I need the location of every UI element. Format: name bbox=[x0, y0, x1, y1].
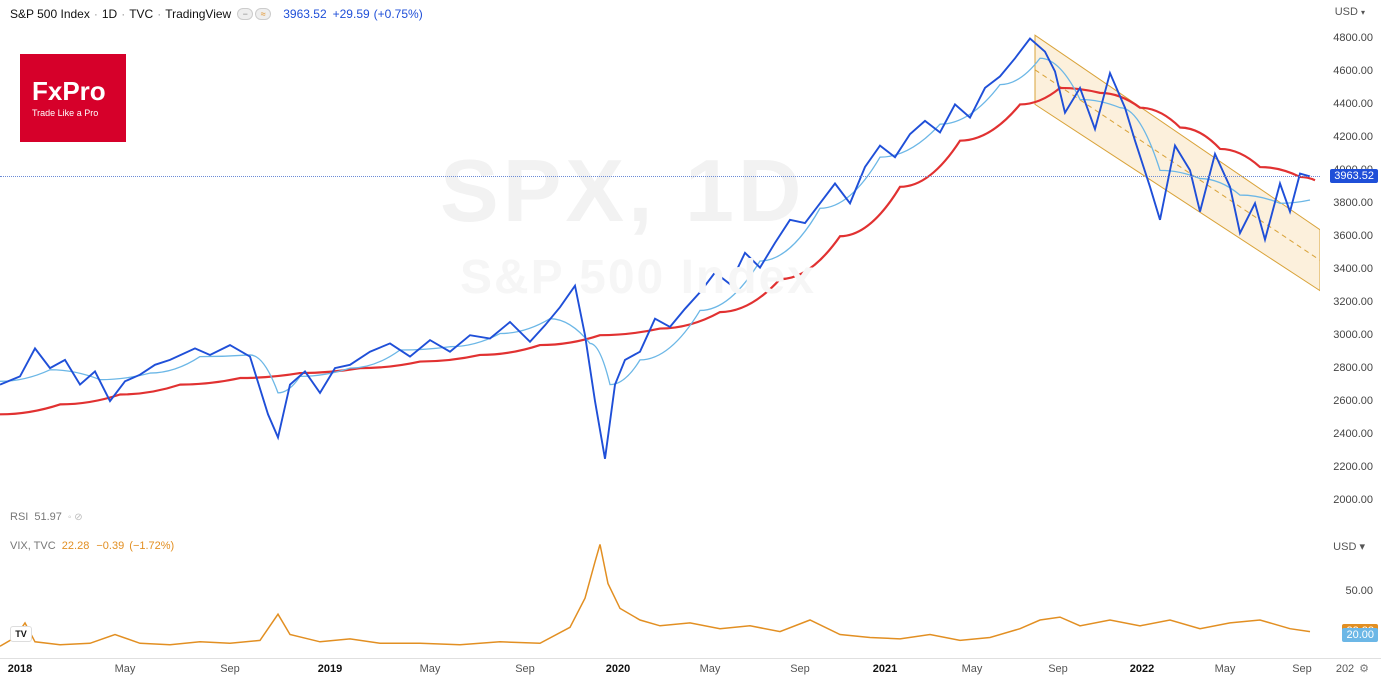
x-tick: 2019 bbox=[318, 663, 342, 675]
vix-ref-tag: 20.00 bbox=[1342, 628, 1378, 642]
current-price-line bbox=[0, 176, 1320, 177]
interval[interactable]: 1D bbox=[102, 7, 117, 21]
symbol-name[interactable]: S&P 500 Index bbox=[10, 7, 90, 21]
chart-header: S&P 500 Index · 1D · TVC · TradingView −… bbox=[10, 6, 1311, 22]
y-tick: 3400.00 bbox=[1333, 263, 1373, 275]
vix-y-tick: 50.00 bbox=[1345, 585, 1373, 597]
fxpro-logo: FxPro Trade Like a Pro bbox=[20, 54, 126, 142]
x-tick: May bbox=[700, 663, 721, 675]
currency-dropdown[interactable]: USD ▾ bbox=[1335, 6, 1365, 18]
x-tick: May bbox=[420, 663, 441, 675]
rsi-panel[interactable]: RSI 51.97 ◦ ⊘ bbox=[10, 508, 83, 526]
y-tick: 3800.00 bbox=[1333, 197, 1373, 209]
last-price: 3963.52 bbox=[283, 7, 326, 21]
x-tick: 2020 bbox=[606, 663, 630, 675]
x-tick: May bbox=[1215, 663, 1236, 675]
x-tick: 2022 bbox=[1130, 663, 1154, 675]
y-tick: 2000.00 bbox=[1333, 494, 1373, 506]
x-tick: Sep bbox=[1048, 663, 1068, 675]
x-tick: Sep bbox=[515, 663, 535, 675]
x-tick: May bbox=[115, 663, 136, 675]
rsi-value: 51.97 bbox=[34, 511, 62, 523]
vix-chart[interactable]: VIX, TVC 22.28 −0.39 (−1.72%) bbox=[0, 540, 1320, 652]
y-tick: 3200.00 bbox=[1333, 296, 1373, 308]
y-tick: 3600.00 bbox=[1333, 230, 1373, 242]
y-tick: 3000.00 bbox=[1333, 329, 1373, 341]
y-tick: 4800.00 bbox=[1333, 32, 1373, 44]
x-tick: 202 bbox=[1336, 663, 1354, 675]
header-toggle-icons[interactable]: −≈ bbox=[237, 8, 271, 20]
y-tick: 2200.00 bbox=[1333, 461, 1373, 473]
x-tick: Sep bbox=[220, 663, 240, 675]
main-price-chart[interactable] bbox=[0, 22, 1320, 500]
chevron-down-icon: ▾ bbox=[1361, 8, 1365, 17]
price-change-abs: +29.59 bbox=[333, 7, 370, 21]
exchange: TVC bbox=[129, 7, 153, 21]
price-y-axis: 2000.002200.002400.002600.002800.003000.… bbox=[1323, 22, 1381, 500]
current-price-tag: 3963.52 bbox=[1330, 169, 1378, 183]
gear-icon[interactable]: ⚙ bbox=[1359, 662, 1369, 675]
x-tick: 2021 bbox=[873, 663, 897, 675]
y-tick: 2600.00 bbox=[1333, 395, 1373, 407]
x-tick: Sep bbox=[1292, 663, 1312, 675]
price-change-pct: (+0.75%) bbox=[374, 7, 423, 21]
y-tick: 4400.00 bbox=[1333, 98, 1373, 110]
vix-y-axis: 20.0050.0022.2820.00 bbox=[1323, 540, 1381, 652]
x-tick: Sep bbox=[790, 663, 810, 675]
x-tick: May bbox=[962, 663, 983, 675]
source: TradingView bbox=[165, 7, 231, 21]
y-tick: 4200.00 bbox=[1333, 131, 1373, 143]
time-x-axis[interactable]: ⚙ 2018 May Sep 2019 May Sep 2020 May Sep 2021 May S… bbox=[0, 658, 1381, 680]
y-tick: 2800.00 bbox=[1333, 362, 1373, 374]
indicator-settings-icon[interactable]: ◦ ⊘ bbox=[68, 512, 83, 523]
x-tick: 2018 bbox=[8, 663, 32, 675]
rsi-label: RSI bbox=[10, 511, 28, 523]
y-tick: 4600.00 bbox=[1333, 65, 1373, 77]
tradingview-badge[interactable]: TV bbox=[10, 626, 32, 642]
y-tick: 2400.00 bbox=[1333, 428, 1373, 440]
